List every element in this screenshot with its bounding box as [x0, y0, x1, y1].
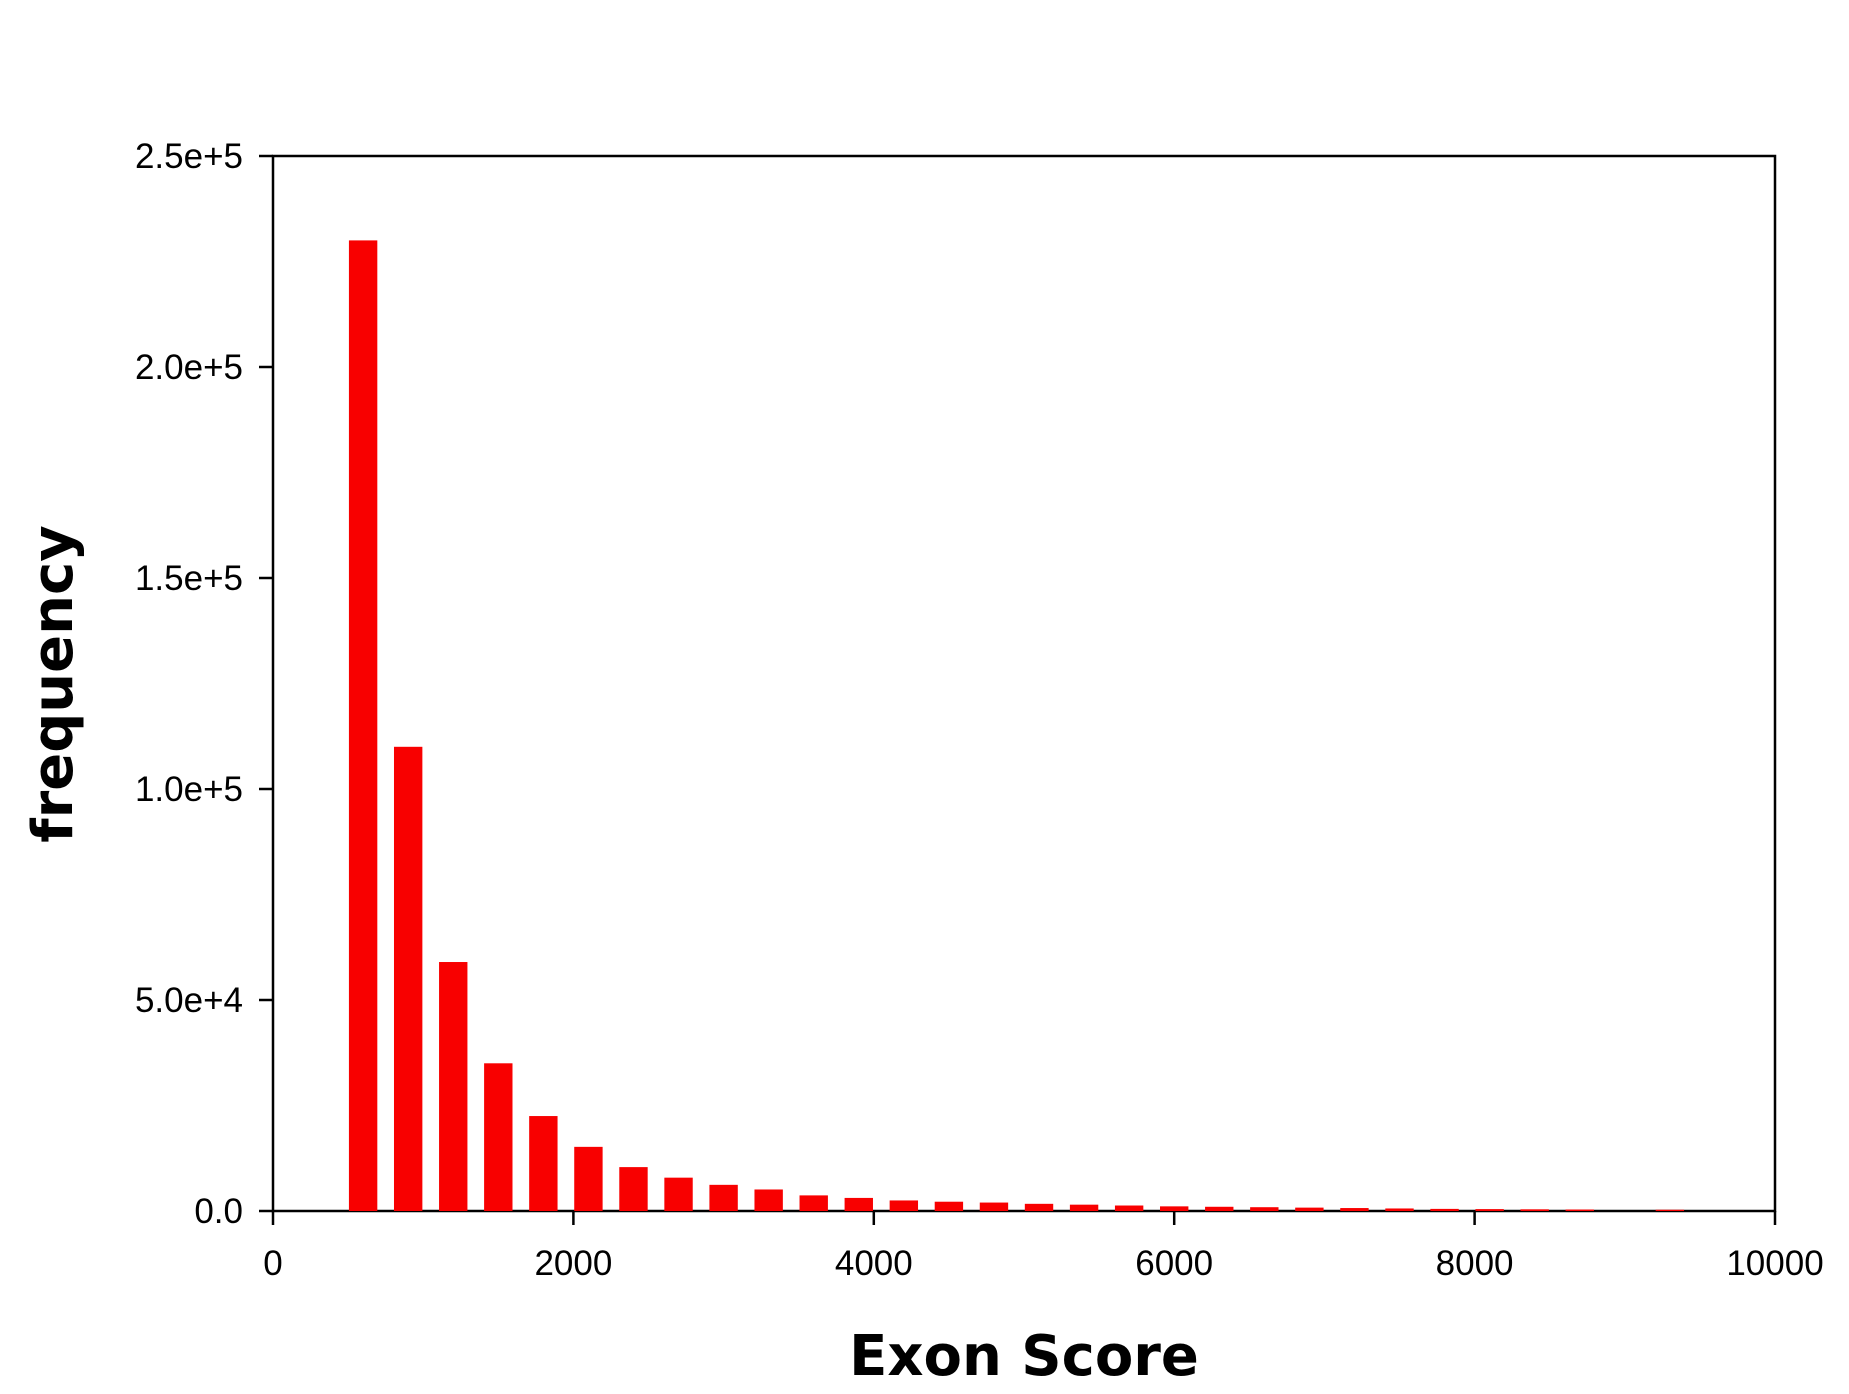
- bar: [1385, 1208, 1414, 1211]
- bar: [979, 1202, 1009, 1211]
- bar: [619, 1167, 648, 1211]
- x-tick-label: 6000: [1135, 1244, 1213, 1283]
- bar: [348, 240, 378, 1211]
- bar: [1205, 1206, 1234, 1211]
- bar: [889, 1200, 919, 1211]
- x-tick-label: 8000: [1436, 1244, 1514, 1283]
- bar: [1250, 1207, 1279, 1211]
- x-axis-label: Exon Score: [849, 1324, 1199, 1389]
- bar: [484, 1063, 513, 1211]
- y-tick-label: 0.0: [194, 1192, 243, 1231]
- bar: [1340, 1208, 1369, 1211]
- plot-frame: [271, 154, 1777, 1213]
- bar: [1475, 1209, 1504, 1211]
- bar: [934, 1201, 964, 1211]
- y-tick-label: 1.5e+5: [135, 559, 243, 598]
- bar: [529, 1116, 558, 1211]
- x-tick-label: 0: [263, 1244, 282, 1283]
- bar: [1114, 1205, 1144, 1211]
- bar: [1430, 1208, 1459, 1211]
- bar: [664, 1177, 693, 1211]
- bar: [1565, 1209, 1594, 1211]
- bar: [393, 746, 423, 1211]
- bar: [1655, 1209, 1685, 1211]
- x-tick-label: 2000: [534, 1244, 612, 1283]
- x-tick-label: 10000: [1726, 1244, 1823, 1283]
- bar: [709, 1184, 738, 1211]
- bar: [799, 1195, 828, 1211]
- y-tick-label: 1.0e+5: [135, 770, 243, 809]
- bar: [754, 1189, 783, 1211]
- bar: [844, 1197, 873, 1211]
- bar: [1069, 1204, 1099, 1211]
- bar: [574, 1146, 603, 1211]
- y-tick-label: 2.5e+5: [135, 137, 243, 176]
- y-tick-label: 5.0e+4: [135, 981, 243, 1020]
- bar: [1520, 1209, 1549, 1211]
- bar: [1024, 1203, 1054, 1211]
- bar: [439, 962, 468, 1211]
- bar: [1295, 1207, 1324, 1211]
- y-axis-label: frequency: [21, 525, 86, 842]
- bar: [1160, 1206, 1189, 1211]
- x-tick-label: 4000: [835, 1244, 913, 1283]
- y-tick-label: 2.0e+5: [135, 348, 243, 387]
